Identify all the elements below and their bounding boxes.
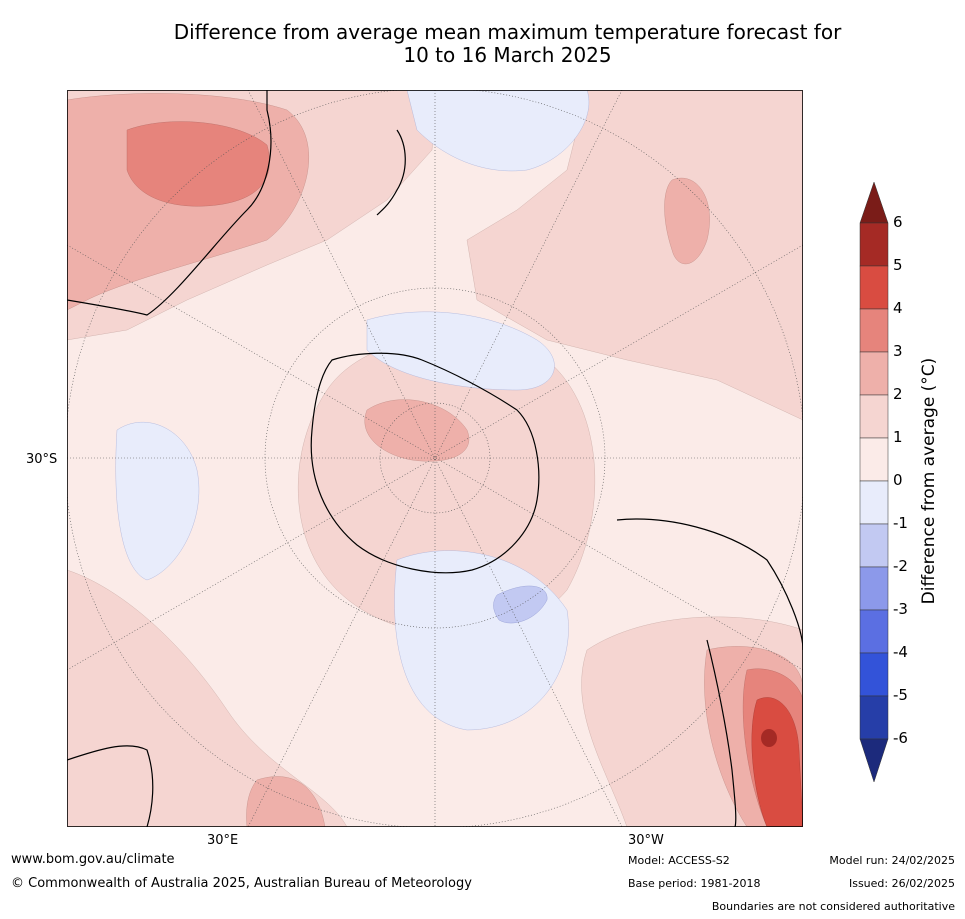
meridian-120 bbox=[67, 244, 803, 671]
australia-coastline bbox=[67, 90, 272, 316]
anomaly-region-minus1-0-south-pacific bbox=[406, 90, 590, 172]
colorbar-tick-label: -3 bbox=[893, 600, 908, 618]
south-america-coastline bbox=[616, 518, 803, 651]
anomaly-region-minus2-1-weddell bbox=[493, 585, 548, 624]
colorbar-tick-label: -4 bbox=[893, 643, 908, 661]
colorbar-bin bbox=[859, 308, 889, 353]
colorbar-tick-label: 0 bbox=[893, 471, 903, 489]
footer-base-period: Base period: 1981-2018 bbox=[628, 877, 761, 890]
title-line-1: Difference from average mean maximum tem… bbox=[173, 20, 842, 44]
colorbar-tick-label: -5 bbox=[893, 686, 908, 704]
anomaly-region-1-2-pacific bbox=[466, 90, 803, 421]
colorbar-tick-label: -2 bbox=[893, 557, 908, 575]
meridian-60 bbox=[67, 244, 803, 671]
anomaly-region-2-3-pacific-patch bbox=[664, 178, 710, 265]
colorbar-bin bbox=[859, 695, 889, 740]
colorbar bbox=[859, 181, 889, 782]
map-title: Difference from average mean maximum tem… bbox=[60, 21, 955, 67]
footer-copyright: © Commonwealth of Australia 2025, Austra… bbox=[11, 876, 472, 891]
anomaly-region-2-3-antarctica bbox=[364, 399, 470, 462]
anomaly-region-3-4-australia bbox=[126, 121, 270, 207]
colorbar-tick-label: 1 bbox=[893, 428, 903, 446]
footer-model-run: Model run: 24/02/2025 bbox=[829, 854, 955, 867]
colorbar-tick-label: 6 bbox=[893, 213, 903, 231]
title-line-2: 10 to 16 March 2025 bbox=[403, 43, 612, 67]
colorbar-tick-label: 3 bbox=[893, 342, 903, 360]
colorbar-tick-label: -1 bbox=[893, 514, 908, 532]
colorbar-label-text: Difference from average (°C) bbox=[919, 357, 939, 605]
colorbar-bin bbox=[859, 523, 889, 568]
antarctica-coastline bbox=[310, 352, 540, 574]
colorbar-bin bbox=[859, 394, 889, 439]
lon-label-30e: 30°E bbox=[207, 833, 239, 848]
colorbar-tick-label: 2 bbox=[893, 385, 903, 403]
colorbar-bin bbox=[859, 738, 889, 782]
colorbar-bin bbox=[859, 609, 889, 654]
colorbar-tick-label: 5 bbox=[893, 256, 903, 274]
graticule bbox=[67, 90, 803, 827]
footer-disclaimer: Boundaries are not considered authoritat… bbox=[711, 900, 955, 913]
footer-website: www.bom.gov.au/climate bbox=[11, 852, 175, 867]
temperature-anomaly-map bbox=[67, 90, 803, 827]
colorbar-tick-label: 4 bbox=[893, 299, 903, 317]
map-frame bbox=[67, 90, 803, 827]
anomaly-region-1-2-africa-ocean bbox=[67, 569, 348, 827]
lat-label-30s: 30°S bbox=[26, 452, 58, 467]
colorbar-bin bbox=[859, 222, 889, 267]
new-zealand-coastline bbox=[376, 129, 406, 216]
colorbar-bin bbox=[859, 652, 889, 697]
anomaly-region-5-6-spot bbox=[761, 729, 777, 747]
colorbar-tick-label: -6 bbox=[893, 729, 908, 747]
coastlines bbox=[67, 90, 803, 827]
anomaly-region-minus1-0-indian bbox=[115, 421, 200, 581]
colorbar-bin bbox=[859, 437, 889, 482]
footer-issued: Issued: 26/02/2025 bbox=[848, 877, 955, 890]
footer-model: Model: ACCESS-S2 bbox=[628, 854, 730, 867]
colorbar-bin bbox=[859, 181, 889, 224]
anomaly-region-4-5-south-america bbox=[751, 697, 803, 827]
colorbar-bin bbox=[859, 566, 889, 611]
colorbar-bin bbox=[859, 265, 889, 310]
anomaly-region-minus1-0-antarctic-coast bbox=[366, 311, 555, 391]
south-america-west-coastline bbox=[706, 639, 737, 827]
colorbar-bin bbox=[859, 480, 889, 525]
africa-coastline bbox=[67, 745, 154, 827]
colorbar-bin bbox=[859, 351, 889, 396]
lon-label-30w: 30°W bbox=[628, 833, 664, 848]
